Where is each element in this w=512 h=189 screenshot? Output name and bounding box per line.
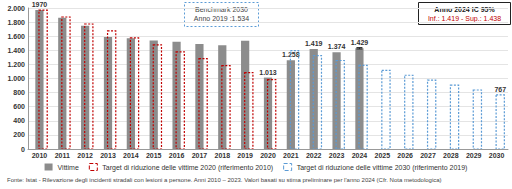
svg-text:2027: 2027: [420, 152, 436, 159]
svg-text:1.419: 1.419: [305, 40, 323, 47]
svg-text:2015: 2015: [146, 152, 162, 159]
svg-text:Vittime: Vittime: [58, 164, 79, 171]
svg-text:1.600: 1.600: [7, 33, 25, 40]
svg-text:Anno 2019 :1.534: Anno 2019 :1.534: [194, 15, 249, 22]
svg-text:2030: 2030: [489, 152, 505, 159]
svg-text:1.200: 1.200: [7, 61, 25, 68]
svg-text:Anno 2024 IC 95%: Anno 2024 IC 95%: [434, 5, 495, 13]
svg-text:2018: 2018: [214, 152, 230, 159]
svg-text:600: 600: [13, 103, 25, 110]
svg-text:1.429: 1.429: [351, 39, 369, 46]
svg-text:1970: 1970: [32, 1, 48, 8]
svg-text:1.013: 1.013: [259, 69, 277, 76]
svg-text:2029: 2029: [466, 152, 482, 159]
svg-text:2014: 2014: [123, 152, 139, 159]
svg-text:2012: 2012: [77, 152, 93, 159]
svg-text:2023: 2023: [329, 152, 345, 159]
svg-text:Inf.: 1.419 - Sup.: 1.438: Inf.: 1.419 - Sup.: 1.438: [428, 15, 501, 23]
svg-text:2025: 2025: [374, 152, 390, 159]
svg-text:1.258: 1.258: [282, 51, 300, 59]
svg-text:767: 767: [494, 86, 506, 93]
svg-text:1.800: 1.800: [7, 19, 25, 26]
svg-text:2016: 2016: [169, 152, 185, 159]
svg-text:1.374: 1.374: [328, 43, 346, 50]
svg-text:2021: 2021: [283, 152, 299, 159]
svg-text:800: 800: [13, 89, 25, 96]
svg-text:Target di riduzione delle vitt: Target di riduzione delle vittime 2020 (…: [102, 164, 273, 172]
svg-text:Target di riduzione delle vitt: Target di riduzione delle vittime 2030 (…: [297, 164, 468, 172]
svg-text:2022: 2022: [306, 152, 322, 159]
svg-text:1.400: 1.400: [7, 47, 25, 54]
svg-text:2026: 2026: [397, 152, 413, 159]
svg-text:Fonte: Istat - Rilevazione deg: Fonte: Istat - Rilevazione degli inciden…: [7, 177, 442, 183]
svg-text:400: 400: [13, 117, 25, 124]
svg-text:2019: 2019: [237, 152, 253, 159]
svg-text:2024: 2024: [352, 152, 368, 159]
svg-text:2028: 2028: [443, 152, 459, 159]
svg-text:2011: 2011: [55, 152, 70, 159]
svg-text:2010: 2010: [32, 152, 48, 159]
svg-text:2013: 2013: [100, 152, 116, 159]
svg-text:1.000: 1.000: [7, 75, 25, 82]
svg-text:2017: 2017: [192, 152, 208, 159]
svg-text:2020: 2020: [260, 152, 276, 159]
svg-text:0: 0: [21, 146, 25, 153]
svg-text:200: 200: [13, 131, 25, 138]
svg-text:Benchmark 2030: Benchmark 2030: [195, 5, 248, 13]
svg-text:2.000: 2.000: [7, 5, 25, 12]
